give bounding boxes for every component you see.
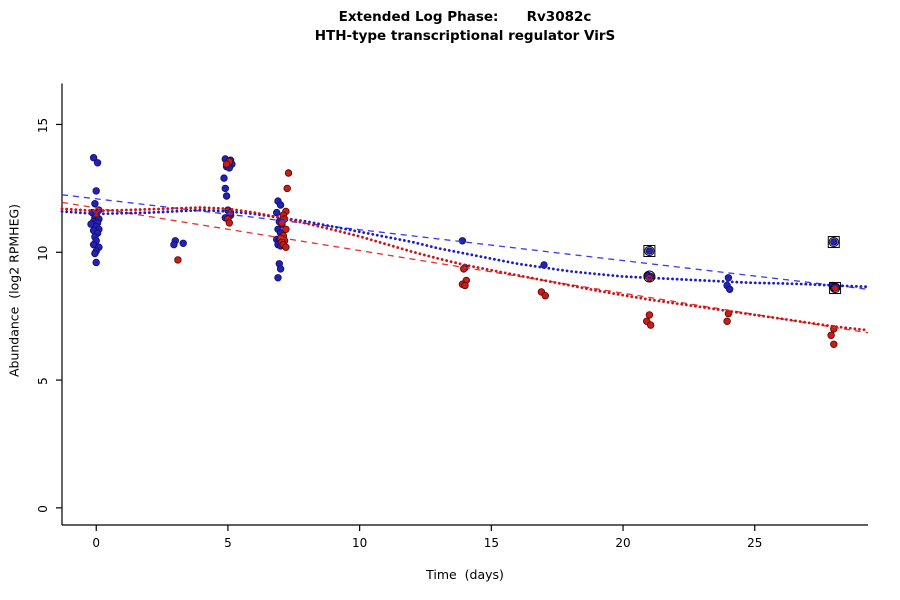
blue-replicate-points xyxy=(830,238,838,246)
blue-replicate-points xyxy=(221,184,229,193)
flagged-circle-marker xyxy=(643,270,656,283)
red-replicate-points xyxy=(222,160,231,168)
red-replicate-points xyxy=(284,169,293,177)
blue-replicate-points xyxy=(220,174,228,182)
blue-replicate-points xyxy=(273,208,281,217)
x-tick-label: 20 xyxy=(615,536,630,550)
blue-replicate-points xyxy=(726,285,734,293)
y-tick-label: 0 xyxy=(36,505,50,513)
flagged-square-marker xyxy=(827,236,840,249)
blue-replicate-points xyxy=(276,201,285,209)
blue-replicate-points xyxy=(92,187,100,195)
blue-replicate-points xyxy=(222,192,231,200)
red-replicate-points xyxy=(723,317,731,325)
red-replicate-points xyxy=(647,321,655,329)
red-replicate-points xyxy=(541,292,549,300)
blue-replicate-points xyxy=(92,258,100,267)
x-axis-label: Time (days) xyxy=(426,567,504,582)
red-replicate-points xyxy=(830,340,838,348)
red-replicate-points xyxy=(461,281,469,290)
blue-replicate-points xyxy=(724,274,733,282)
red-replicate-points xyxy=(174,256,182,264)
blue-replicate-points xyxy=(276,265,285,273)
blue-replicate-points xyxy=(170,240,178,249)
blue-replicate-points xyxy=(645,247,654,255)
flagged-square-marker xyxy=(829,282,842,295)
flagged-circle-marker xyxy=(644,245,655,257)
y-tick-label: 10 xyxy=(36,246,50,261)
y-tick-label: 5 xyxy=(36,377,50,385)
red-replicate-points xyxy=(282,225,290,233)
red-replicate-points xyxy=(283,184,291,193)
x-tick-label: 10 xyxy=(352,536,367,550)
red-replicate-points xyxy=(282,243,290,251)
red-linear-fit-dashed xyxy=(61,201,869,334)
blue-replicate-points xyxy=(89,153,98,162)
red-replicate-points xyxy=(827,331,835,339)
flagged-circle-marker xyxy=(828,236,839,248)
flagged-circle-marker xyxy=(829,282,841,294)
blue-replicate-points xyxy=(179,239,187,247)
red-replicate-points xyxy=(225,219,233,227)
flagged-square-marker xyxy=(643,244,656,257)
chart-title: Extended Log Phase: Rv3082c xyxy=(338,9,592,25)
blue-replicate-points xyxy=(93,159,102,167)
blue-replicate-points xyxy=(274,274,282,282)
x-tick-label: 0 xyxy=(92,536,100,550)
y-axis-label: Abundance (log2 RPMHEG) xyxy=(6,203,22,378)
blue-smooth-fit-dotted xyxy=(60,208,870,289)
x-tick-label: 15 xyxy=(484,536,499,550)
x-tick-label: 25 xyxy=(747,536,762,550)
red-replicate-points xyxy=(460,265,468,273)
blue-replicate-points xyxy=(91,199,99,208)
y-tick-label: 15 xyxy=(36,118,50,133)
x-tick-label: 5 xyxy=(224,536,232,550)
red-replicate-points xyxy=(645,311,654,319)
chart-subtitle: HTH-type transcriptional regulator VirS xyxy=(314,28,616,44)
blue-replicate-points xyxy=(458,237,467,245)
blue-replicate-points xyxy=(91,249,99,258)
red-smooth-fit-dotted xyxy=(60,206,870,332)
